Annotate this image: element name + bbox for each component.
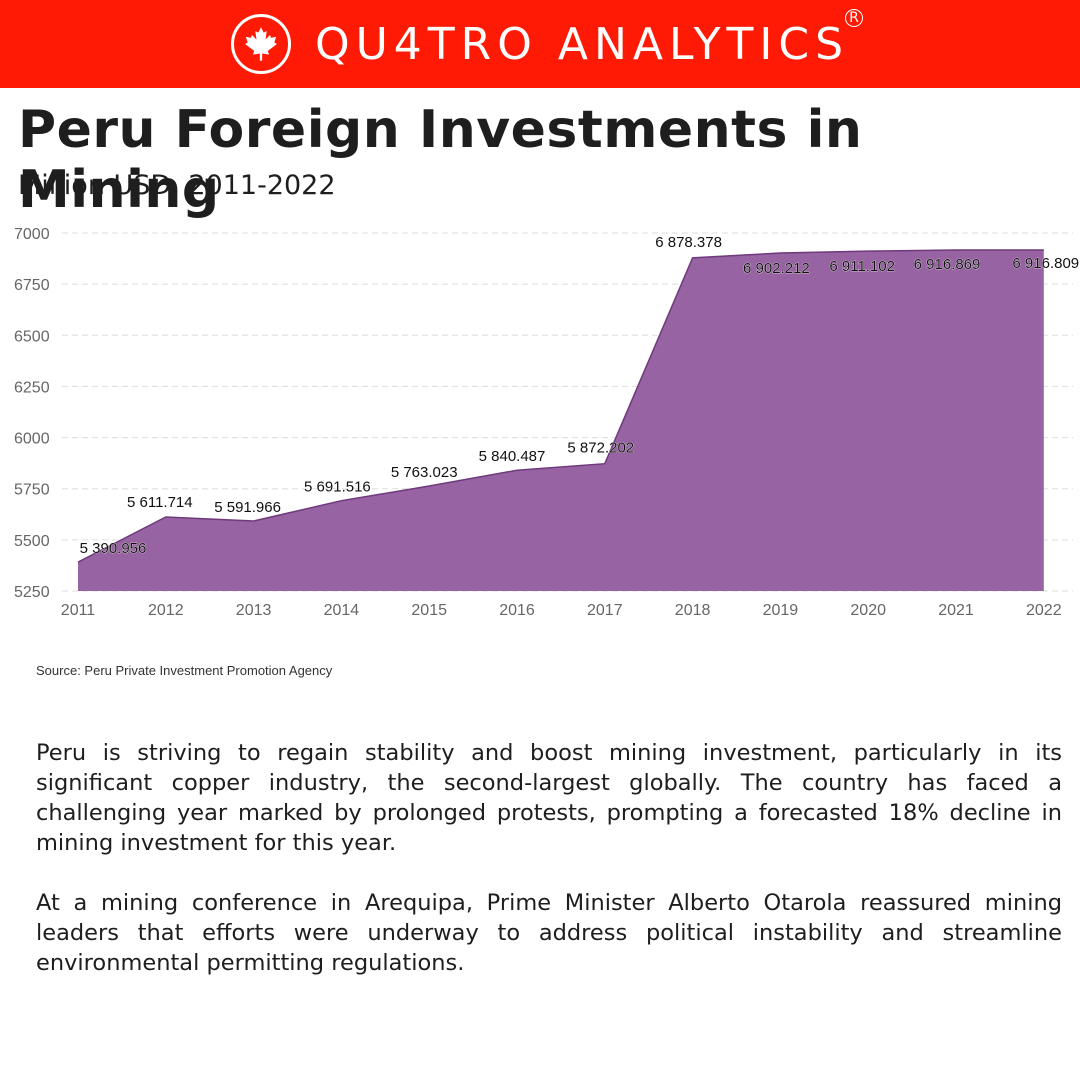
area-line <box>77 249 1044 563</box>
data-label: 6 916.869 <box>914 256 981 273</box>
x-tick-label: 2016 <box>499 602 535 619</box>
page-title: Peru Foreign Investments in Mining <box>18 100 863 220</box>
data-label: 5 763.023 <box>391 464 458 481</box>
registered-mark: R <box>845 8 864 27</box>
y-tick-label: 6500 <box>14 328 50 345</box>
x-tick-label: 2020 <box>850 602 886 619</box>
chart-data-labels: 5 390.956 5 611.714 5 591.966 5 691.516 5 76… <box>79 234 1079 558</box>
y-tick-label: 7000 <box>14 226 50 243</box>
y-tick-label: 5250 <box>14 584 50 601</box>
data-label: 5 390.956 <box>80 540 147 557</box>
y-tick-label: 5750 <box>14 482 50 499</box>
x-tick-label: 2011 <box>61 602 96 619</box>
brand-name-text: QU4TRO ANALYTICS <box>314 18 850 70</box>
article-paragraph-1: Peru is striving to regain stability and… <box>36 740 1062 856</box>
data-label: 6 902.212 <box>743 260 810 277</box>
brand-name: QU4TRO ANALYTICS R <box>314 8 864 70</box>
x-tick-label: 2013 <box>236 602 272 619</box>
data-label: 5 872.202 <box>567 440 634 457</box>
y-tick-label: 6250 <box>14 379 50 396</box>
x-tick-label: 2017 <box>587 602 623 619</box>
data-label: 5 611.714 <box>127 494 193 511</box>
chart-area <box>77 249 1044 591</box>
x-tick-label: 2019 <box>763 602 799 619</box>
page-subtitle: Million USD, 2011-2022 <box>18 170 336 201</box>
data-label: 5 840.487 <box>479 448 546 465</box>
data-label: 6 878.378 <box>655 234 722 251</box>
area-fill <box>78 250 1044 591</box>
data-label: 5 591.966 <box>214 499 281 516</box>
x-tick-label: 2014 <box>324 602 360 619</box>
data-label: 6 911.102 <box>829 258 895 275</box>
x-tick-label: 2012 <box>148 602 184 619</box>
chart-x-axis: 2011 2012 2013 2014 2015 2016 2017 2018 2019 2020… <box>61 602 1062 619</box>
article-paragraph-2: At a mining conference in Arequipa, Prim… <box>36 890 1062 976</box>
chart-y-axis: 5250 5500 5750 6000 6250 6500 6750 7000 <box>14 226 50 601</box>
x-tick-label: 2018 <box>675 602 711 619</box>
y-tick-label: 5500 <box>14 533 50 550</box>
x-tick-label: 2015 <box>411 602 447 619</box>
source-note: Source: Peru Private Investment Promotio… <box>36 663 333 678</box>
data-label: 5 691.516 <box>304 479 371 496</box>
x-tick-label: 2022 <box>1026 602 1062 619</box>
data-label: 6 916.809 <box>1012 255 1079 272</box>
y-tick-label: 6000 <box>14 431 50 448</box>
x-tick-label: 2021 <box>938 602 974 619</box>
brand-header: QU4TRO ANALYTICS R <box>0 0 1080 88</box>
maple-leaf-icon <box>230 14 291 74</box>
y-tick-label: 6750 <box>14 277 50 294</box>
